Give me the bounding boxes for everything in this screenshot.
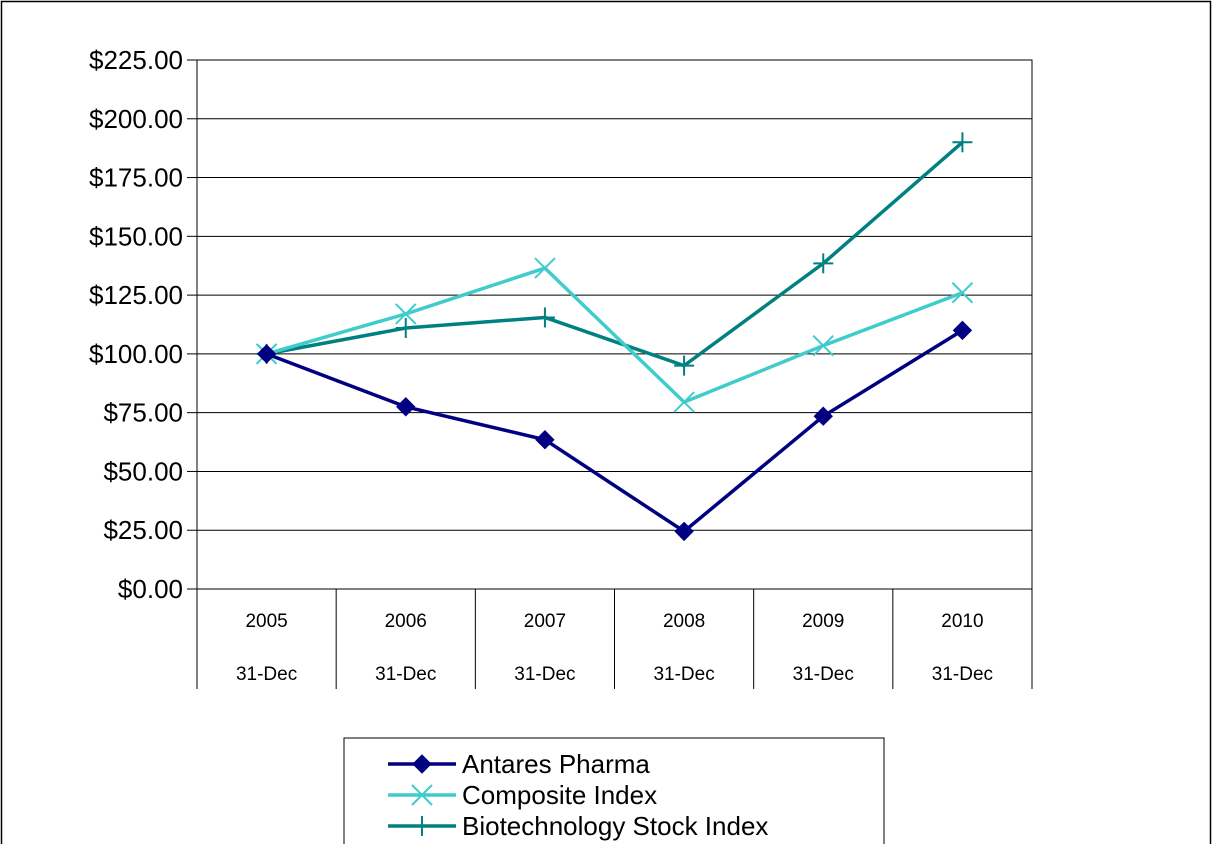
marker-stroke: [951, 282, 974, 304]
data-point: [674, 521, 694, 542]
marker-stroke: [812, 334, 834, 357]
x-tick-label: 2008: [663, 611, 705, 632]
y-tick-label: $175.00: [89, 163, 183, 193]
plot-area: [196, 59, 1033, 590]
marker-stroke: [411, 784, 433, 806]
x-tick-sublabel: 31-Dec: [375, 664, 436, 685]
data-point: [813, 406, 833, 426]
x-tick-label: 2010: [941, 611, 983, 632]
x-tick-sublabel: 31-Dec: [932, 664, 993, 685]
data-point: [673, 391, 695, 413]
marker-stroke: [395, 303, 417, 325]
y-tick-label: $75.00: [103, 398, 183, 428]
data-point: [395, 303, 417, 325]
legend-swatch-marker: [412, 816, 432, 836]
data-point: [951, 282, 974, 304]
y-axis: $0.00 $25.00 $50.00 $75.00 $100.00 $125.00 $15…: [89, 45, 197, 604]
grid-lines: [197, 59, 1032, 531]
x-tick-label: 2005: [245, 611, 287, 632]
series-composite-index: [255, 257, 974, 413]
x-tick-label: 2007: [524, 611, 566, 632]
series-line: [266, 266, 964, 404]
y-tick-label: $25.00: [103, 515, 183, 545]
y-tick-label: $150.00: [89, 221, 183, 251]
y-tick-label: $200.00: [89, 104, 183, 134]
y-tick-label: $50.00: [103, 456, 183, 486]
y-tick-label: $100.00: [89, 339, 183, 369]
x-tick-sublabel: 31-Dec: [793, 664, 854, 685]
x-axis: 2005 31-Dec 2006 31-Dec 2007 31-Dec 2008 31-Dec…: [196, 589, 1033, 689]
legend-label: Antares Pharma: [462, 749, 650, 779]
x-tick-label: 2006: [385, 611, 427, 632]
data-point: [952, 320, 973, 341]
data-point: [534, 307, 555, 328]
data-point: [396, 397, 416, 417]
legend-item-biotechnology-stock-index: Biotechnology Stock Index: [388, 811, 768, 841]
legend-label: Biotechnology Stock Index: [462, 811, 768, 841]
marker-stroke: [534, 257, 556, 279]
legend-label: Composite Index: [462, 780, 657, 810]
y-tick-label: $125.00: [89, 280, 183, 310]
data-point: [534, 257, 556, 279]
legend-item-antares-pharma: Antares Pharma: [388, 749, 650, 779]
y-tick-label: $0.00: [118, 574, 183, 604]
data-point: [395, 318, 416, 339]
series-line: [265, 328, 964, 534]
x-tick-sublabel: 31-Dec: [236, 664, 297, 685]
series-lines: [255, 132, 974, 542]
x-tick-sublabel: 31-Dec: [653, 664, 714, 685]
marker-stroke: [673, 391, 695, 413]
legend-swatch-marker: [411, 784, 433, 806]
data-point: [535, 429, 555, 450]
data-point: [256, 344, 277, 364]
series-biotechnology-stock-index: [256, 132, 973, 376]
series-antares-pharma: [256, 320, 973, 542]
data-point: [812, 334, 834, 357]
data-point: [674, 355, 695, 376]
series-line: [266, 140, 964, 368]
data-point: [813, 253, 834, 274]
data-point: [952, 132, 973, 153]
legend-swatch-marker: [412, 754, 432, 774]
y-tick-label: $225.00: [89, 45, 183, 75]
x-tick-label: 2009: [802, 611, 844, 632]
legend-item-composite-index: Composite Index: [388, 780, 657, 810]
x-tick-sublabel: 31-Dec: [514, 664, 575, 685]
